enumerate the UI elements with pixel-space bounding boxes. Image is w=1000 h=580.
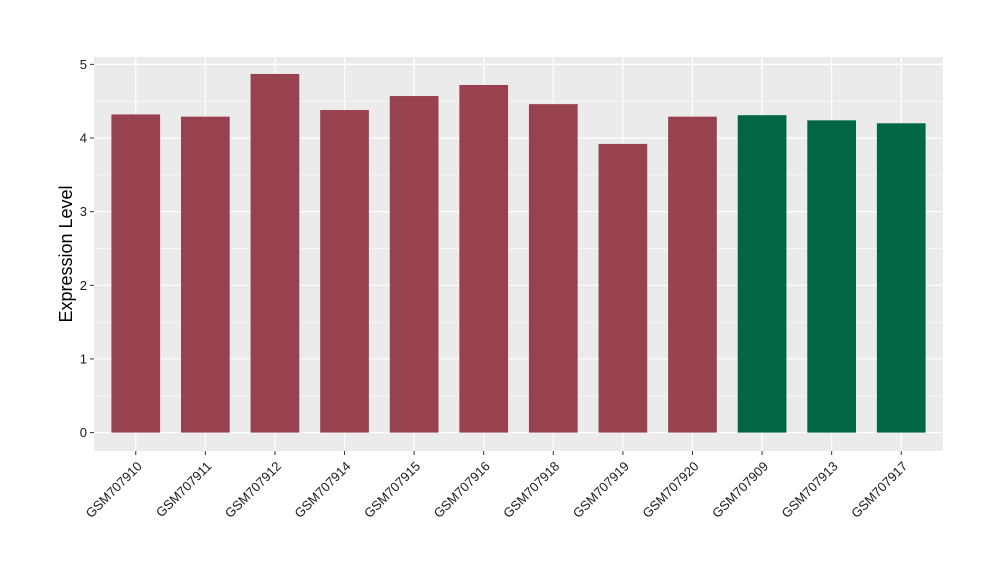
bar [528,104,578,433]
x-tick-label: GSM707918 [500,459,562,521]
x-tick-label: GSM707913 [779,459,841,521]
x-tick-label: GSM707917 [848,459,910,521]
y-tick-label: 2 [80,278,87,293]
bar [389,96,439,433]
y-tick-label: 3 [80,204,87,219]
bar [668,116,717,433]
x-tick-label: GSM707909 [709,459,771,521]
bars [111,73,926,433]
bar [111,114,161,433]
y-axis-title: Expression Level [56,185,76,322]
y-tick-label: 1 [80,351,87,366]
x-tick-label: GSM707916 [431,459,493,521]
y-axis: 0 1 2 3 4 5 [80,57,94,440]
x-tick-label: GSM707915 [361,459,423,521]
y-tick-label: 5 [80,57,87,72]
x-axis: GSM707910 GSM707911 GSM707912 GSM707914 GSM7… [83,451,910,521]
y-tick-label: 0 [80,425,87,440]
bar [180,116,230,433]
bar [876,123,926,433]
x-tick-label: GSM707912 [222,459,284,521]
bar [320,110,369,433]
bar [459,84,509,433]
bar [250,73,300,433]
x-tick-label: GSM707910 [83,459,145,521]
plot-panel [94,57,943,451]
x-tick-label: GSM707914 [291,459,353,521]
bar [737,115,787,433]
x-tick-label: GSM707920 [639,459,701,521]
minor-gridlines [94,100,943,397]
bar [807,120,857,433]
bar [598,143,648,433]
x-tick-label: GSM707911 [153,459,215,521]
y-tick-label: 4 [80,131,87,146]
x-tick-label: GSM707919 [570,459,632,521]
